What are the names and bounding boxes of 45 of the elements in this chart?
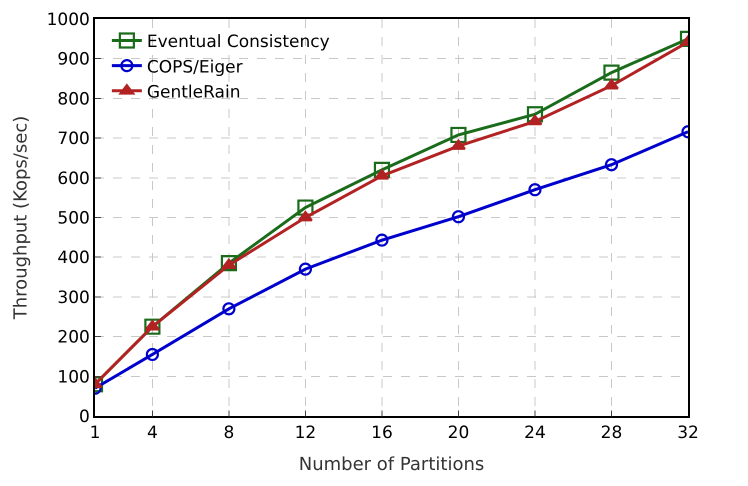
point bbox=[452, 210, 466, 224]
point bbox=[528, 183, 542, 196]
legend-label: COPS/Eiger bbox=[146, 57, 243, 78]
y-tick-label: 1000 bbox=[46, 10, 90, 30]
y-tick-label: 300 bbox=[57, 288, 90, 308]
x-axis-title: Number of Partitions bbox=[298, 454, 484, 475]
y-tick-label: 800 bbox=[57, 89, 90, 110]
legend-label: Eventual Consistency bbox=[146, 32, 330, 52]
x-tick-label: 4 bbox=[146, 423, 158, 444]
point bbox=[298, 210, 313, 222]
y-tick-label: 100 bbox=[57, 367, 90, 388]
y-tick-label: 400 bbox=[57, 248, 90, 268]
point bbox=[298, 262, 312, 276]
y-tick-label: 900 bbox=[57, 50, 90, 70]
y-tick-label: 500 bbox=[57, 208, 90, 228]
y-tick-label: 0 bbox=[79, 406, 90, 427]
point bbox=[374, 169, 390, 180]
point bbox=[222, 302, 236, 316]
point bbox=[451, 139, 466, 150]
point bbox=[450, 126, 467, 144]
y-tick-label: 700 bbox=[57, 129, 90, 150]
x-tick-label: 24 bbox=[524, 423, 546, 444]
x-tick-label: 12 bbox=[294, 423, 316, 444]
point bbox=[603, 64, 620, 81]
point bbox=[144, 320, 160, 331]
point bbox=[375, 234, 389, 247]
x-tick-label: 16 bbox=[371, 423, 393, 444]
x-tick-label: 28 bbox=[600, 423, 622, 444]
point bbox=[528, 114, 542, 126]
x-tick-label: 20 bbox=[448, 423, 470, 444]
x-tick-label: 32 bbox=[677, 423, 699, 444]
y-tick-label: 600 bbox=[57, 168, 90, 189]
x-tick-label: 8 bbox=[223, 423, 234, 444]
point bbox=[146, 348, 159, 362]
point bbox=[220, 255, 237, 272]
point bbox=[526, 106, 544, 122]
y-axis-title: Throughput (Kops/sec) bbox=[10, 116, 32, 320]
point bbox=[144, 318, 160, 335]
point bbox=[604, 158, 618, 172]
y-tick-label: 200 bbox=[57, 328, 90, 348]
point bbox=[604, 79, 619, 90]
point bbox=[374, 162, 390, 178]
legend-label: GentleRain bbox=[146, 82, 240, 102]
point bbox=[297, 199, 314, 216]
x-tick-label: 1 bbox=[90, 423, 100, 444]
